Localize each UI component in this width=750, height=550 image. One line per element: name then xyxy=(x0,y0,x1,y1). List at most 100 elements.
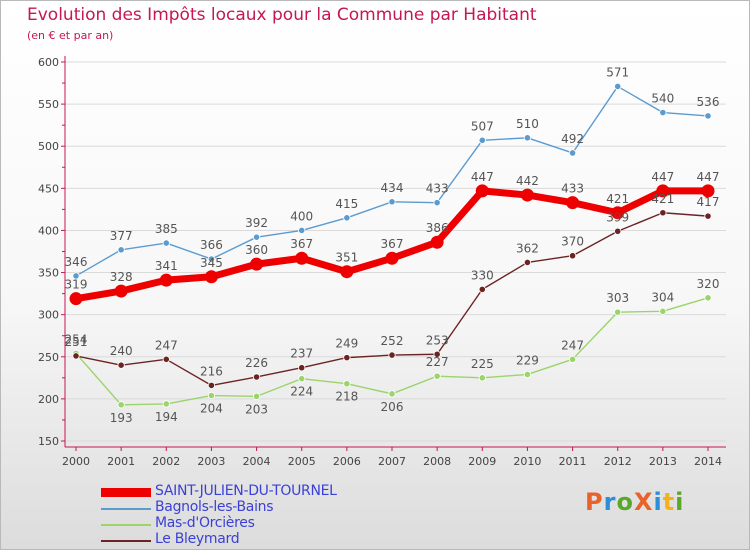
data-label: 226 xyxy=(245,356,268,370)
data-point xyxy=(704,212,712,220)
data-label: 224 xyxy=(290,385,313,399)
data-label: 392 xyxy=(245,216,268,230)
axes: 150 200 250 300 350 400 450 500 550 600 2000 2001 20… xyxy=(38,56,726,468)
data-point xyxy=(611,206,625,220)
data-label: 510 xyxy=(516,117,539,131)
data-label: 227 xyxy=(426,355,449,369)
y-tick-label: 500 xyxy=(38,140,59,153)
data-point xyxy=(478,374,486,382)
data-point xyxy=(614,82,622,91)
data-point xyxy=(566,196,580,210)
data-label: 303 xyxy=(606,291,629,305)
data-label: 417 xyxy=(697,195,720,209)
data-label: 351 xyxy=(335,251,358,265)
legend-label-saint-julien: SAINT-JULIEN-DU-TOURNEL xyxy=(155,483,337,499)
x-tick-label: 2011 xyxy=(559,455,587,468)
data-point xyxy=(614,308,622,316)
data-label: 447 xyxy=(697,170,720,184)
y-tick-label: 400 xyxy=(38,224,59,237)
data-point xyxy=(478,285,486,293)
data-point xyxy=(207,255,216,263)
data-point xyxy=(117,401,125,409)
data-point xyxy=(523,258,532,267)
x-tick-label: 2006 xyxy=(333,455,361,468)
data-point xyxy=(430,235,444,249)
data-point xyxy=(72,352,80,360)
data-point xyxy=(207,391,216,400)
data-label: 492 xyxy=(561,132,584,146)
proxiti-logo: ProXiti xyxy=(585,488,684,516)
data-label: 218 xyxy=(335,390,358,404)
data-point xyxy=(475,184,489,198)
data-point xyxy=(614,227,622,235)
data-point xyxy=(523,370,532,379)
data-label: 362 xyxy=(516,241,539,255)
data-point xyxy=(478,136,486,144)
data-label: 206 xyxy=(381,400,404,414)
data-label: 385 xyxy=(155,222,178,236)
y-tick-label: 250 xyxy=(38,351,59,364)
x-tick-label: 2001 xyxy=(107,455,135,468)
data-label: 415 xyxy=(335,197,358,211)
data-point xyxy=(659,209,667,217)
data-label: 367 xyxy=(290,237,313,251)
data-label: 247 xyxy=(561,338,584,352)
data-label: 253 xyxy=(426,333,449,347)
data-point xyxy=(433,372,441,380)
data-point xyxy=(520,188,534,202)
y-tick-label: 300 xyxy=(38,309,59,322)
data-label: 370 xyxy=(561,235,584,249)
logo-letter: t xyxy=(662,488,676,516)
data-label: 433 xyxy=(426,182,449,196)
data-label: 304 xyxy=(651,290,674,304)
data-point xyxy=(433,199,441,207)
data-label: 320 xyxy=(697,277,720,291)
data-label: 447 xyxy=(651,170,674,184)
x-tick-label: 2005 xyxy=(288,455,316,468)
data-point xyxy=(117,246,125,254)
data-label: 360 xyxy=(245,243,268,257)
data-label: 400 xyxy=(290,209,313,223)
logo-letter: X xyxy=(633,488,654,516)
data-label: 330 xyxy=(471,268,494,282)
data-label: 225 xyxy=(471,357,494,371)
data-point xyxy=(568,355,577,363)
x-tick-label: 2008 xyxy=(423,455,451,468)
data-label: 345 xyxy=(200,256,223,270)
y-tick-label: 150 xyxy=(38,435,59,448)
data-point xyxy=(252,373,261,381)
data-label: 421 xyxy=(606,192,629,206)
data-label: 319 xyxy=(65,278,88,292)
data-label: 433 xyxy=(561,182,584,196)
data-point xyxy=(568,149,577,157)
data-point xyxy=(340,265,354,279)
data-label: 203 xyxy=(245,402,268,416)
legend-swatch-mas-dorcieres xyxy=(101,524,151,526)
y-tick-label: 600 xyxy=(38,56,59,69)
x-tick-label: 2003 xyxy=(197,455,225,468)
data-label: 194 xyxy=(155,410,178,424)
x-tick-label: 2013 xyxy=(649,455,677,468)
data-point xyxy=(343,354,351,362)
data-label: 254 xyxy=(65,332,88,346)
data-point xyxy=(69,292,83,306)
data-point xyxy=(656,184,670,198)
data-label: 252 xyxy=(381,334,404,348)
data-point xyxy=(250,257,264,271)
data-point xyxy=(114,284,128,298)
data-point xyxy=(117,361,125,369)
data-point xyxy=(704,294,712,302)
y-tick-label: 200 xyxy=(38,393,59,406)
data-point xyxy=(298,364,306,372)
logo-letter: o xyxy=(616,488,634,516)
data-point xyxy=(162,239,170,247)
data-label: 507 xyxy=(471,119,494,133)
data-label: 540 xyxy=(651,92,674,106)
data-point xyxy=(162,400,170,408)
x-tick-label: 2000 xyxy=(62,455,90,468)
series xyxy=(69,82,715,409)
data-label: 204 xyxy=(200,402,223,416)
data-point xyxy=(388,351,396,359)
